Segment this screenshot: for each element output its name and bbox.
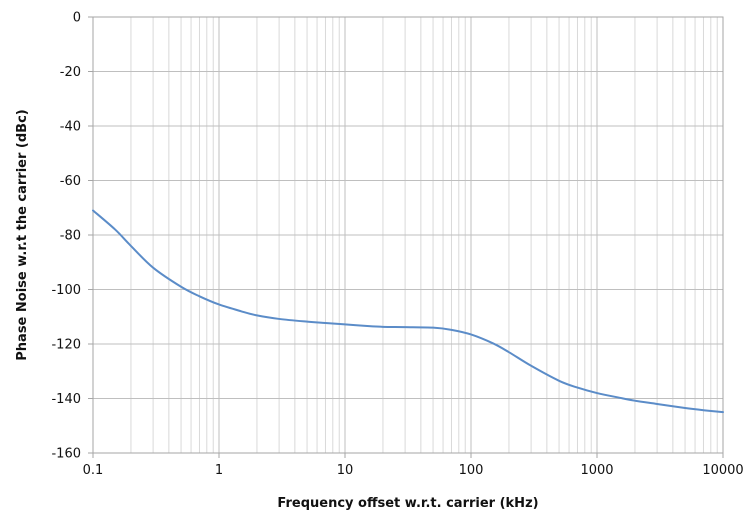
series-line-0: [92, 209, 724, 414]
x-tick-label: 10: [337, 463, 354, 478]
y-tick-label: 0: [73, 11, 81, 26]
x-axis-title: Frequency offset w.r.t. carrier (kHz): [277, 496, 538, 511]
y-tick-label: -80: [60, 229, 81, 244]
x-tick-label: 0.1: [83, 463, 104, 478]
y-tick-label: -100: [51, 283, 81, 298]
y-tick-label: -40: [60, 120, 81, 135]
x-tick-label: 100: [459, 463, 484, 478]
y-tick-label: -160: [51, 447, 81, 462]
y-tick-label: -60: [60, 174, 81, 189]
y-axis-ticks: 0 -20 -40 -60 -80 -100 -120 -140 -160: [51, 11, 93, 462]
x-tick-label: 1000: [580, 463, 613, 478]
y-tick-label: -140: [51, 392, 81, 407]
x-axis-ticks: 0.1 1 10 100 1000 10000: [83, 453, 744, 478]
y-tick-label: -120: [51, 338, 81, 353]
major-gridlines: [92, 16, 724, 454]
x-tick-label: 1: [215, 463, 223, 478]
x-tick-label: 10000: [702, 463, 743, 478]
y-axis-title: Phase Noise w.r.t the carrier (dBc): [15, 109, 30, 360]
series-layer: [92, 209, 724, 414]
y-tick-label: -20: [60, 65, 81, 80]
